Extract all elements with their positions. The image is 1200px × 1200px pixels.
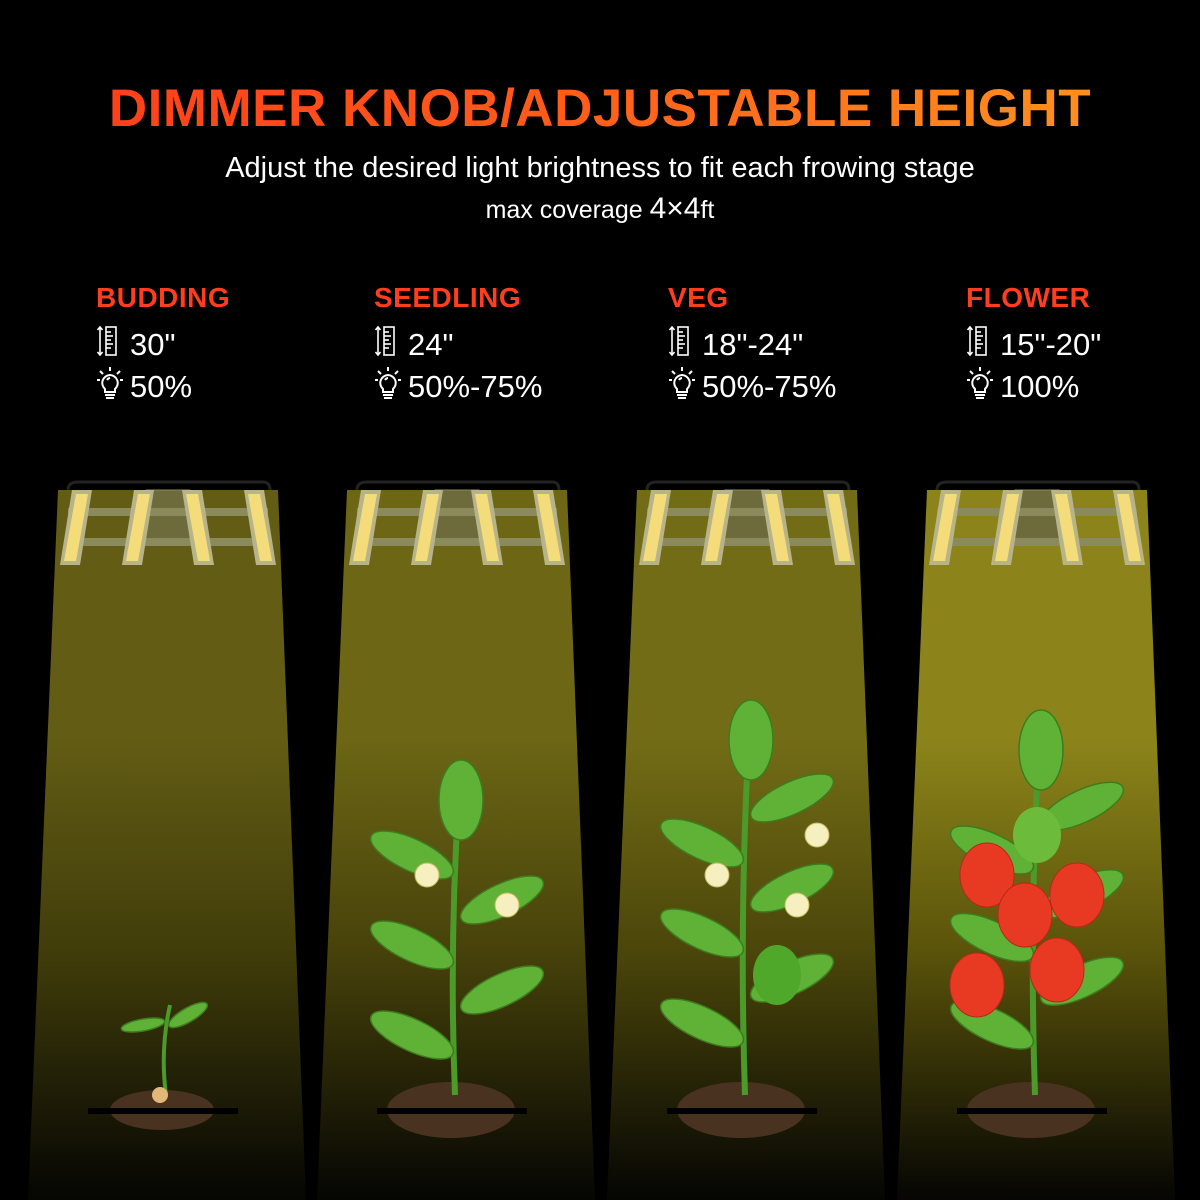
grow-light-fixture [349,480,565,565]
stem [739,734,752,1096]
leaf [438,759,484,841]
subtitle: Adjust the desired light brightness to f… [225,152,975,184]
flower [494,892,520,918]
brightness-row: 50% [96,367,230,404]
brightness-row: 50%-75% [374,367,543,404]
led-strip [827,494,851,561]
led-strip [353,494,377,561]
stage-flower: FLOWER 15"-20" 100% [966,282,1101,404]
led-strip [1055,494,1079,561]
stem [161,1004,172,1096]
flower [704,862,730,888]
green-pepper [1013,807,1061,863]
leaf [167,1001,209,1029]
led-strip [126,494,150,561]
height-row: 18"-24" [668,325,836,365]
brightness-value: 50%-75% [702,369,837,404]
brightness-value: 50% [130,369,193,404]
stage-label: BUDDING [96,282,231,313]
stage-budding: BUDDING 30" 50% [96,282,230,404]
red-pepper [949,952,1005,1018]
seed [152,1087,168,1103]
plant-seedling [369,759,545,1138]
coverage-unit: ft [700,196,715,224]
height-value: 15"-20" [1000,327,1102,362]
red-pepper [959,842,1015,908]
ruler-height-icon [966,325,1000,365]
light-bulb-icon [374,366,408,408]
led-strip [537,494,561,561]
ruler-height-icon [96,325,130,365]
led-strip [643,494,667,561]
leaf [659,908,745,958]
light-beam [28,490,306,1200]
coverage-prefix: max coverage [485,196,650,224]
light-column [607,480,885,1200]
light-bulb-icon [668,366,702,408]
led-strip [765,494,789,561]
stage-seedling: SEEDLING 24" 50%-75% [374,282,542,404]
plant-flower [949,709,1125,1138]
green-pepper [753,945,801,1005]
led-strip [933,494,957,561]
stage-veg: VEG 18"-24" 50%-75% [668,282,836,404]
leaf [369,920,455,970]
light-column [317,480,595,1200]
leaf [1018,709,1064,791]
height-value: 24" [408,327,454,362]
grow-light-fixture [60,480,276,565]
leaf [659,818,745,868]
height-value: 30" [130,327,176,362]
flower [784,892,810,918]
led-strip [64,494,88,561]
ruler-height-icon [668,325,702,365]
light-column [28,480,306,1200]
height-row: 15"-20" [966,325,1102,365]
red-pepper [997,882,1053,948]
stage-label: SEEDLING [374,282,522,313]
page-title: DIMMER KNOB/ADJUSTABLE HEIGHT [0,78,1200,139]
leaf [749,773,835,823]
grow-light-fixture [639,480,855,565]
leaf [369,1010,455,1060]
led-strip [415,494,439,561]
leaf [728,699,774,781]
height-row: 24" [374,325,542,365]
led-strip [186,494,210,561]
ruler-height-icon [374,325,408,365]
plant-budding [88,1001,238,1130]
red-pepper [1029,937,1085,1003]
leaf [120,1017,166,1033]
led-strip [995,494,1019,561]
led-strip [248,494,272,561]
red-pepper [1049,862,1105,928]
stage-label: FLOWER [966,282,1091,313]
leaf [659,998,745,1048]
plant-veg [659,699,835,1138]
stage-label: VEG [668,282,729,313]
brightness-row: 50%-75% [668,367,837,404]
light-column [897,480,1175,1200]
height-value: 18"-24" [702,327,804,362]
led-strip [1117,494,1141,561]
led-strip [705,494,729,561]
brightness-row: 100% [966,367,1101,404]
leaf [459,965,545,1015]
coverage-value: 4×4 [649,192,701,225]
height-row: 30" [96,325,230,365]
led-strip [475,494,499,561]
brightness-value: 100% [1000,369,1080,404]
flower [414,862,440,888]
coverage-text: max coverage 4×4ft [0,192,1200,226]
light-bulb-icon [966,366,1000,408]
grow-light-fixture [929,480,1145,565]
light-bulb-icon [96,366,130,408]
brightness-value: 50%-75% [408,369,543,404]
flower [804,822,830,848]
